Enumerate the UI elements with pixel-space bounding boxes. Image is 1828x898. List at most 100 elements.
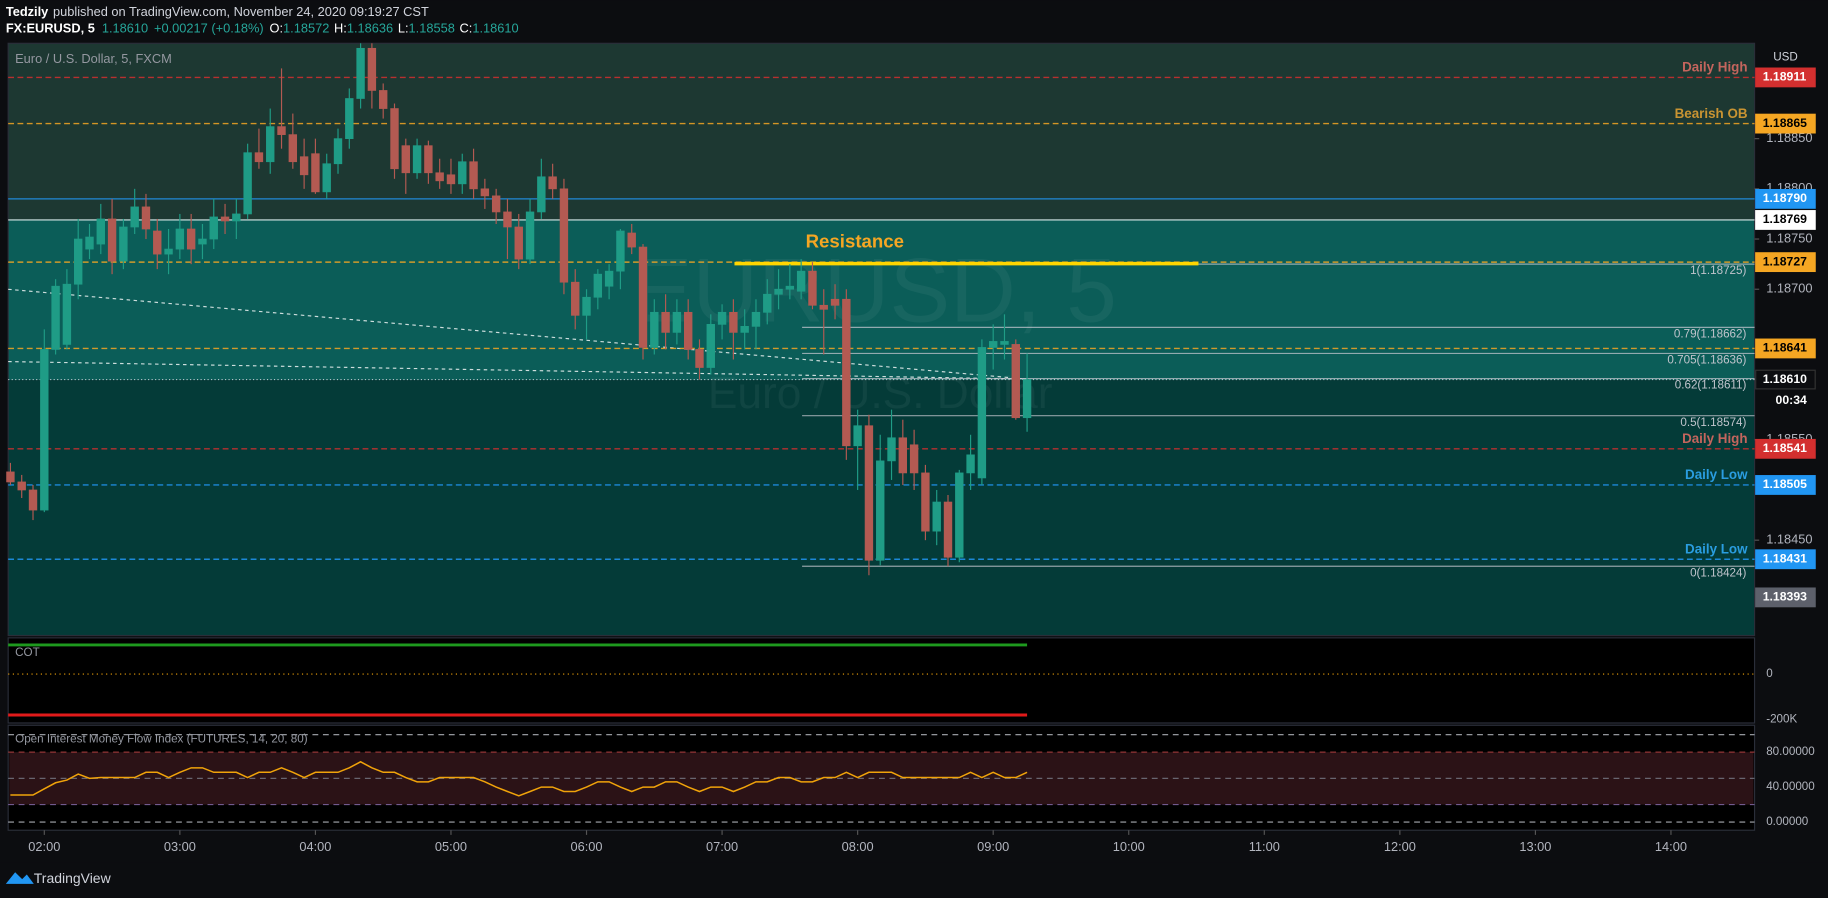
candle-body [842, 298, 851, 447]
price-tag-label: 1.18727 [1763, 254, 1807, 268]
candle-body [435, 172, 444, 182]
candle-body [695, 349, 704, 368]
candle-body [378, 90, 388, 109]
candle-body [988, 341, 998, 348]
candle-body [345, 98, 354, 140]
published: published on TradingView.com, November 2… [53, 4, 429, 19]
candle-body [266, 126, 275, 163]
x-tick-label: 12:00 [1384, 839, 1416, 854]
candle-body [955, 472, 964, 558]
ohlc-key: O: [270, 21, 284, 36]
candle-body [785, 285, 795, 290]
trend-line [8, 288, 1026, 380]
candle-body [819, 304, 828, 310]
candle-body [85, 236, 94, 250]
y-tick-label: 1.18750 [1766, 230, 1812, 245]
level-note: Daily Low [1685, 467, 1748, 482]
price-tag [1755, 369, 1816, 390]
candle-body [153, 230, 162, 255]
candle-body [164, 248, 173, 255]
candle-body [186, 228, 196, 250]
cot-tick-label: 0 [1766, 667, 1773, 680]
x-tick-label: 14:00 [1655, 839, 1687, 854]
ohlc-key: L: [398, 21, 409, 36]
candle-body [62, 283, 72, 345]
cot-tick-label: -200K [1766, 713, 1797, 726]
candle-body [322, 163, 331, 193]
trend-line [8, 360, 1026, 380]
price-tag [1755, 67, 1816, 88]
change: +0.00217 (+0.18%) [154, 21, 264, 36]
candle-body [525, 211, 535, 260]
author: Tedzily [6, 4, 49, 19]
price-tag [1755, 210, 1816, 230]
candle-body [1011, 344, 1020, 419]
last-price: 1.18610 [102, 21, 148, 36]
countdown: 00:34 [1776, 393, 1807, 407]
zone-upper [8, 43, 1755, 220]
price-tag-label: 1.18505 [1763, 477, 1807, 491]
footer [0, 862, 1828, 898]
level-note: Bearish OB [1675, 106, 1748, 121]
candle-body [209, 216, 218, 240]
x-tick-label: 07:00 [706, 839, 738, 854]
price-tag-label: 1.18393 [1763, 590, 1807, 604]
price-tag [1755, 338, 1816, 359]
candle-body [661, 311, 670, 333]
price-tag-label: 1.18865 [1763, 116, 1807, 130]
candle-body [593, 273, 603, 298]
candle-body [469, 161, 478, 190]
candle-body [604, 270, 614, 287]
brand: TradingView [34, 870, 112, 886]
ohlc-key: H: [334, 21, 347, 36]
candle-body [582, 296, 591, 316]
price-tag-label: 1.18541 [1763, 441, 1807, 455]
level-note: Daily High [1682, 60, 1747, 75]
candle-body [932, 501, 941, 532]
price-tag-label: 1.18769 [1763, 212, 1807, 226]
candle-body [650, 311, 659, 348]
candle-body [627, 232, 636, 248]
currency: USD [1773, 50, 1798, 63]
candle-body [299, 156, 309, 176]
candle-body [119, 226, 128, 262]
candle-body [796, 270, 806, 292]
candle-body [141, 206, 151, 230]
candle-body [898, 437, 908, 474]
candle-body [864, 425, 874, 561]
legend: Euro / U.S. Dollar, 5, FXCM [15, 51, 172, 66]
mfi-tick-label: 80.00000 [1766, 745, 1815, 758]
price-tag-label: 1.18911 [1763, 70, 1807, 84]
x-tick-label: 11:00 [1249, 839, 1280, 854]
candle-body [638, 246, 648, 348]
candle-body [40, 349, 49, 511]
candle-body [763, 293, 772, 313]
fib-label: 1(1.18725) [1690, 264, 1746, 277]
candle-body [288, 134, 298, 163]
candle-body [367, 47, 377, 91]
candle-body [107, 218, 117, 262]
watermark-sub: Euro / U.S. Dollar [708, 369, 1053, 418]
price-tag [1755, 113, 1816, 134]
mfi-line [10, 760, 1028, 797]
ohlc-value: 1.18558 [409, 21, 455, 36]
level-note: Daily High [1682, 431, 1747, 446]
annotation: Resistance [806, 231, 904, 252]
candle-body [537, 176, 546, 213]
candle-body [559, 188, 569, 283]
y-tick-label: 1.18450 [1766, 532, 1812, 547]
price-tag-label: 1.18641 [1763, 341, 1807, 355]
candle-body [130, 206, 139, 228]
candle-body [977, 347, 987, 479]
candle-body [887, 437, 896, 462]
candle-body [51, 285, 60, 350]
candle-body [729, 311, 738, 333]
candle-body [717, 311, 727, 325]
price-tag [1755, 549, 1816, 570]
candle-body [1000, 341, 1009, 345]
fib-label: 0.705(1.18636) [1667, 354, 1746, 367]
candle-body [808, 270, 817, 306]
candle-body [616, 230, 625, 272]
ohlc-key: C: [460, 21, 473, 36]
publish-line: Tedzily published on TradingView.com, Nov… [6, 4, 429, 19]
